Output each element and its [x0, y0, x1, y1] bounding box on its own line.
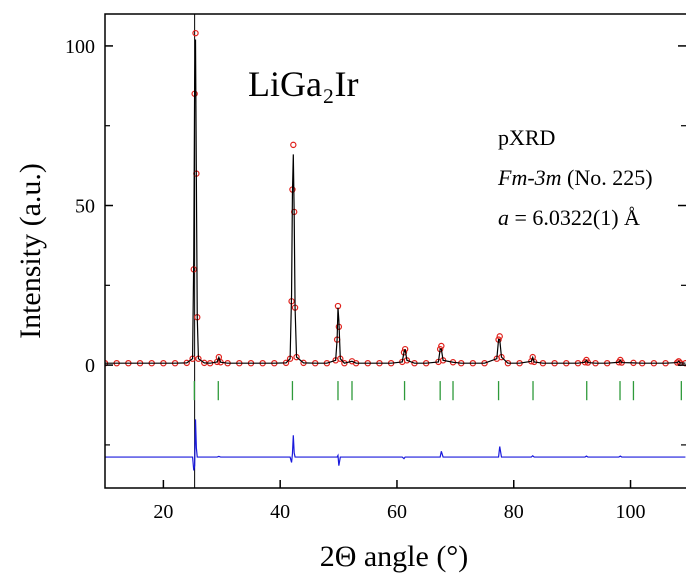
annotation-text: (No. 225): [562, 165, 653, 190]
observed-point: [192, 29, 199, 37]
observed-point: [496, 333, 503, 340]
observed-point: [290, 141, 297, 149]
y-tick-label: 100: [65, 36, 95, 58]
annotation-italic: a: [498, 205, 509, 230]
y-tick-label: 50: [75, 196, 95, 218]
observed-point: [341, 359, 348, 367]
plot-area: [105, 14, 686, 488]
observed-point: [438, 342, 445, 350]
annotation-text: = 6.0322(1) Å: [509, 205, 640, 230]
observed-point: [675, 358, 682, 365]
x-axis-title: 2Θ angle (°): [320, 540, 469, 573]
y-tick-label: 0: [85, 355, 95, 377]
annotation-italic: Fm-3m: [497, 165, 562, 190]
x-tick-label: 40: [270, 501, 290, 523]
axes: 20 40 60 80 100 0 50 100: [65, 13, 686, 523]
x-tick-label: 80: [504, 501, 524, 523]
annotation: Fm-3m (No. 225): [497, 165, 653, 190]
annotation: a = 6.0322(1) Å: [498, 205, 640, 230]
annotation: pXRD: [498, 125, 555, 150]
x-tick-label: 60: [387, 501, 407, 523]
difference-line: [105, 419, 686, 471]
axes-frame: [104, 13, 686, 489]
x-tick-label: 20: [153, 501, 173, 523]
chart-title: LiGa₂Ir: [248, 64, 359, 104]
annotation-text: pXRD: [498, 125, 555, 150]
y-axis-title: Intensity (a.u.): [14, 163, 47, 339]
calculated-line: [105, 39, 686, 364]
x-tick-label: 100: [616, 501, 646, 523]
